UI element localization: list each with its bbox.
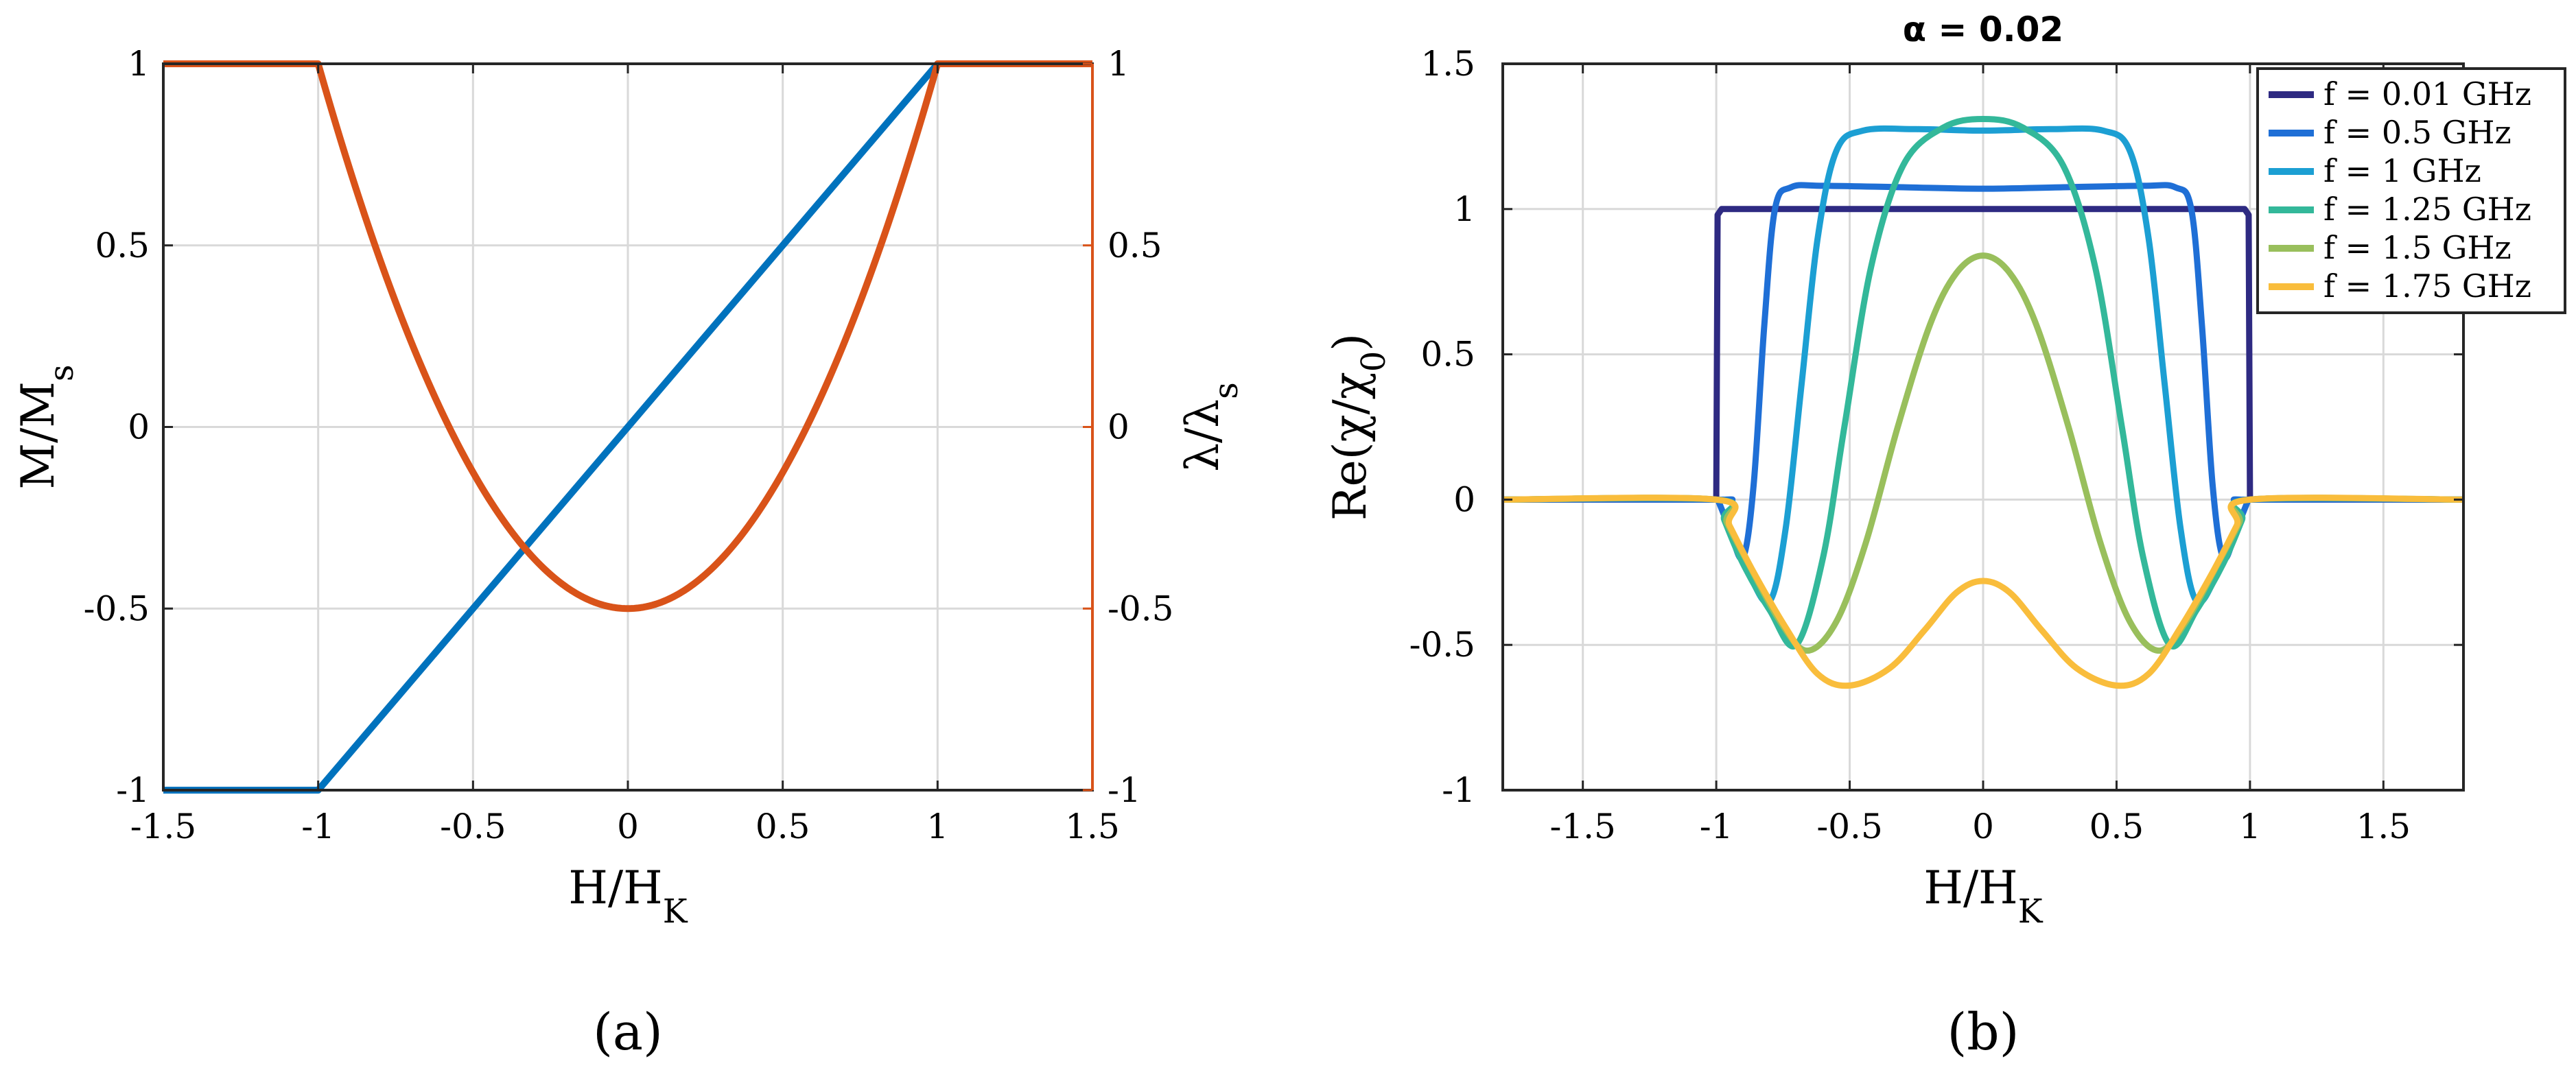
panel-a-y-tick-label-right: -0.5 (1108, 588, 1173, 628)
panel-b-xlabel-base: H/H (1923, 861, 2017, 914)
caption-b: (b) (1947, 1003, 2019, 1062)
panel-a-x-ticks: -1.5 -1 -0.5 0 0.5 1 1.5 (130, 64, 1120, 846)
legend-label: f = 1.75 GHz (2323, 268, 2531, 305)
panel-a-y-tick-label-right: 1 (1108, 44, 1129, 84)
legend-label: f = 0.5 GHz (2323, 114, 2511, 151)
panel-a-y-tick-label-left: 0.5 (95, 226, 150, 265)
panel-b-x-tick-label: 1 (2239, 807, 2261, 846)
panel-a-x-tick-label: -1.5 (130, 807, 196, 846)
panel-a-xlabel-base: H/H (568, 861, 662, 914)
panel-a-ylabel-left-base: M/M (12, 381, 65, 489)
panel-b: -1.5 -1 -0.5 0 0.5 1 1.5 -1 -0.5 0 0.5 1 1.5 α = 0.… (1324, 10, 2566, 931)
panel-a-y-tick-label-right: -1 (1108, 770, 1141, 810)
legend-label: f = 1.25 GHz (2323, 191, 2531, 228)
panel-a-y-tick-label-left: -0.5 (84, 588, 150, 628)
panel-b-x-tick-label: -1.5 (1549, 807, 1615, 846)
panel-a-labels: H/HKM/Msλ/λs (12, 364, 1245, 931)
panel-b-ylabel-end: ) (1324, 333, 1377, 351)
series-line-5 (1502, 495, 2464, 689)
panel-b-x-ticks: -1.5 -1 -0.5 0 0.5 1 1.5 (1549, 64, 2411, 846)
legend-label: f = 1.5 GHz (2323, 229, 2511, 266)
panel-b-x-tick-label: -0.5 (1816, 807, 1882, 846)
panel-b-ylabel-sub: 0 (1355, 351, 1393, 372)
panel-b-x-tick-label: -1 (1700, 807, 1733, 846)
panel-b-y-tick-label: 1.5 (1420, 44, 1475, 84)
panel-a-y-tick-label-left: -1 (116, 770, 150, 810)
panel-a-y-tick-label-left: 0 (128, 407, 150, 447)
panel-b-y-tick-label: 1 (1453, 189, 1475, 229)
panel-a-ylabel-right-sub: s (1207, 382, 1245, 399)
panel-b-ylabel: Re(χ/χ0) (1324, 333, 1393, 521)
panel-a-x-tick-label: 0 (617, 807, 639, 846)
panel-a-y-ticks-left: -1 -0.5 0 0.5 1 (84, 44, 173, 810)
panel-b-y-ticks: -1 -0.5 0 0.5 1 1.5 (1409, 44, 2463, 810)
panel-a-x-tick-label: 1.5 (1065, 807, 1120, 846)
panel-a-x-tick-label: -1 (301, 807, 335, 846)
panel-b-y-tick-label: -1 (1442, 770, 1475, 810)
panel-b-series (1502, 115, 2464, 689)
panel-a-xlabel-sub: K (663, 892, 688, 931)
caption-a: (a) (593, 1003, 663, 1062)
panel-b-y-tick-label: 0 (1453, 479, 1475, 519)
panel-a-x-tick-label: 1 (926, 807, 948, 846)
panel-a-ylabel-right-base: λ/λ (1176, 399, 1229, 472)
panel-b-xlabel: H/HK (1923, 861, 2043, 931)
panel-a-xlabel: H/HK (568, 861, 688, 931)
panel-a-y-tick-label-right: 0.5 (1108, 226, 1162, 265)
panel-b-title: α = 0.02 (1903, 10, 2063, 49)
legend-label: f = 1 GHz (2323, 152, 2481, 189)
panel-a: -1.5 -1 -0.5 0 0.5 1 1.5 -1-0.500.51 -1-0.500.… (12, 44, 1245, 931)
panel-a-x-tick-label: -0.5 (440, 807, 506, 846)
panel-a-ylabel-left: M/Ms (12, 364, 81, 489)
panel-a-ylabel-left-sub: s (43, 364, 81, 381)
panel-a-x-tick-label: 0.5 (756, 807, 810, 846)
legend-label: f = 0.01 GHz (2323, 75, 2531, 112)
panel-b-x-tick-label: 0.5 (2089, 807, 2144, 846)
panel-a-y-tick-label-right: 0 (1108, 407, 1129, 447)
panel-b-x-tick-label: 1.5 (2356, 807, 2411, 846)
series-line-3 (1502, 115, 2464, 650)
panel-b-x-tick-label: 0 (1972, 807, 1994, 846)
panel-b-ylabel-base: Re(χ/χ (1324, 372, 1377, 521)
panel-a-y-ticks-right: -1 -0.5 0 0.5 1 (1083, 44, 1173, 810)
panel-b-y-tick-label: -0.5 (1409, 625, 1475, 665)
panel-a-ylabel-right: λ/λs (1176, 382, 1245, 472)
panel-b-xlabel-sub: K (2018, 892, 2044, 931)
legend-box (2256, 67, 2566, 314)
panel-b-y-tick-label: 0.5 (1420, 335, 1475, 374)
panel-a-y-tick-label-left: 1 (128, 44, 150, 84)
series-line-0 (1503, 206, 2463, 503)
